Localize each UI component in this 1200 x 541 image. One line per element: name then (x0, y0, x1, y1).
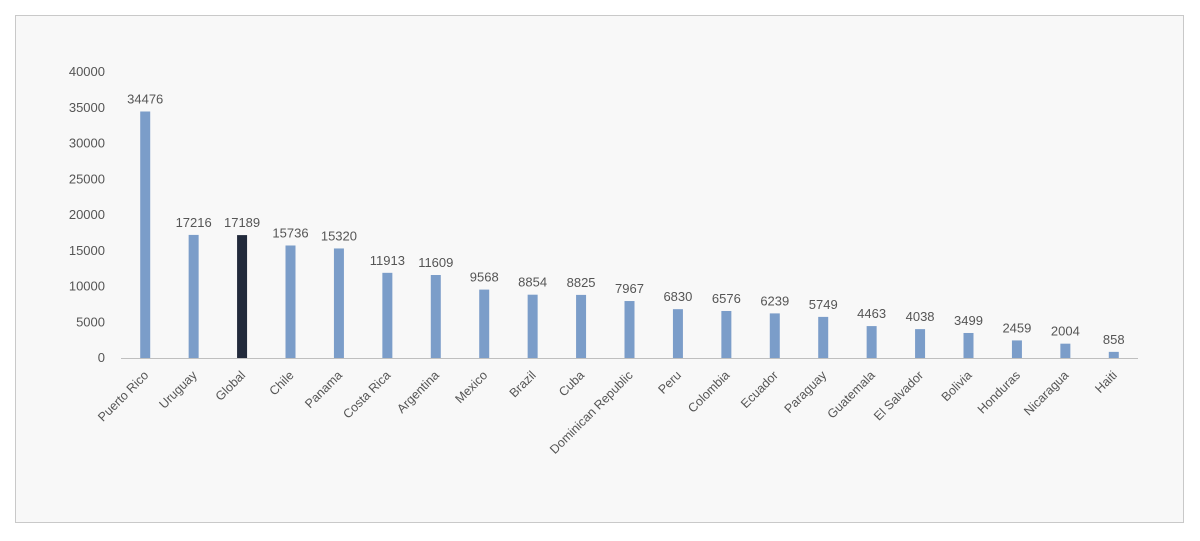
bar-mexico (479, 289, 490, 358)
bar-honduras (1011, 340, 1022, 358)
x-axis-category-labels: Puerto Rico Uruguay Global Chile PanamaCosta… (95, 368, 1120, 457)
x-category-label: Ecuador (738, 368, 781, 411)
data-label: 11609 (418, 255, 453, 270)
bar-guatemala (866, 326, 877, 358)
data-label: 858 (1103, 332, 1125, 347)
y-tick-label: 40000 (69, 64, 105, 79)
data-label: 11913 (370, 253, 405, 268)
x-category-label: Costa Rica (340, 368, 393, 421)
y-tick-label: 15000 (69, 243, 105, 258)
x-category-label: Uruguay (156, 368, 200, 412)
y-tick-label: 5000 (76, 314, 105, 329)
x-category-label: Puerto Rico (95, 368, 151, 424)
bar-nicaragua (1060, 343, 1071, 358)
x-category-label: Nicaragua (1021, 368, 1071, 418)
bar-uruguay (188, 234, 199, 358)
y-tick-label: 0 (98, 350, 105, 365)
y-tick-label: 35000 (69, 100, 105, 115)
y-tick-label: 20000 (69, 207, 105, 222)
data-label: 17216 (176, 215, 212, 230)
bar-chile (285, 245, 296, 358)
bar-puerto-rico (140, 111, 151, 358)
x-category-label: Global (213, 368, 248, 403)
bar-bolivia (963, 332, 974, 358)
bar-cuba (576, 294, 587, 358)
bar-ecuador (769, 313, 780, 358)
data-label: 17189 (224, 215, 260, 230)
bars (140, 111, 1119, 358)
data-label: 6239 (760, 293, 789, 308)
data-label: 4038 (906, 309, 935, 324)
data-label: 34476 (127, 91, 163, 106)
x-category-label: Chile (267, 368, 297, 398)
x-category-label: Honduras (975, 368, 1023, 416)
y-tick-label: 25000 (69, 171, 105, 186)
data-label: 8854 (518, 275, 547, 290)
data-label: 9568 (470, 270, 499, 285)
data-label: 2004 (1051, 324, 1080, 339)
data-label: 8825 (567, 275, 596, 290)
x-category-label: Colombia (685, 368, 732, 415)
x-category-label: Haiti (1092, 368, 1120, 396)
bar-paraguay (818, 316, 829, 358)
data-label: 15736 (272, 225, 308, 240)
bar-dominican-republic (624, 301, 635, 358)
bar-el-salvador (915, 329, 926, 358)
y-tick-label: 30000 (69, 136, 105, 151)
chart-area: 0 5000 10000 15000 20000 25000 30000 35000 40000… (15, 15, 1184, 523)
x-category-label: Peru (655, 368, 684, 397)
data-label: 7967 (615, 281, 644, 296)
x-category-label: El Salvador (871, 368, 926, 423)
bar-panama (333, 248, 344, 358)
data-label: 3499 (954, 313, 983, 328)
bar-argentina (430, 274, 441, 358)
x-category-label: Brazil (507, 368, 539, 400)
x-category-label: Dominican Republic (547, 368, 636, 457)
x-category-label: Cuba (556, 368, 587, 399)
bar-brazil (527, 294, 538, 358)
data-label: 2459 (1002, 320, 1031, 335)
bar-peru (672, 309, 683, 358)
data-label: 6576 (712, 291, 741, 306)
data-label: 15320 (321, 228, 357, 243)
x-category-label: Bolivia (939, 368, 975, 404)
x-category-label: Argentina (394, 368, 442, 416)
bar-colombia (721, 310, 732, 358)
data-label: 5749 (809, 297, 838, 312)
data-label: 4463 (857, 306, 886, 321)
x-category-label: Paraguay (782, 368, 830, 416)
bar-chart: 0 5000 10000 15000 20000 25000 30000 35000 40000… (69, 64, 1138, 457)
data-labels: 34476 17216 17189 15736 15320 11913 11609 9568 8… (127, 91, 1125, 346)
bar-global (237, 235, 248, 358)
y-tick-label: 10000 (69, 279, 105, 294)
x-category-label: Mexico (452, 368, 490, 406)
x-category-label: Panama (302, 368, 345, 411)
y-axis-ticks: 0 5000 10000 15000 20000 25000 30000 35000 40000 (69, 64, 105, 365)
bar-costa-rica (382, 272, 393, 358)
data-label: 6830 (663, 289, 692, 304)
bar-haiti (1108, 351, 1119, 358)
